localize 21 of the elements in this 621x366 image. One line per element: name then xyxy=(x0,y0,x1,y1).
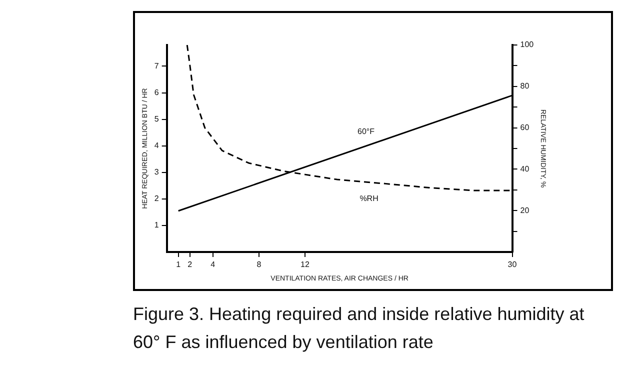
y2-tick-label: 80 xyxy=(520,82,530,91)
y-tick-label: 6 xyxy=(154,88,160,97)
series-label: 60°F xyxy=(358,127,375,136)
series-label: %RH xyxy=(360,194,379,203)
y-tick-label: 2 xyxy=(154,194,160,204)
x-tick-label: 12 xyxy=(300,260,310,270)
y-tick-label: 4 xyxy=(154,141,160,150)
caption: Figure 3. Heating required and inside relative humidity at 60° F as influenced by ventilation rate xyxy=(133,303,586,354)
x-tick-label: 1 xyxy=(176,260,182,270)
x-tick-label: 30 xyxy=(508,260,518,270)
y-tick-label: 5 xyxy=(154,114,160,124)
x-tick-label: 2 xyxy=(188,260,193,270)
y2-tick-label: 60 xyxy=(520,123,530,132)
y-tick-label: 1 xyxy=(154,220,160,230)
x-tick-label: 4 xyxy=(210,260,216,270)
y2-tick-label: 40 xyxy=(520,164,530,174)
x-tick-label: 8 xyxy=(256,260,262,270)
y2-tick-label: 20 xyxy=(520,206,530,215)
y-tick-label: 7 xyxy=(154,61,160,70)
y2-tick-label: 100 xyxy=(520,40,534,50)
y-tick-label: 3 xyxy=(154,168,160,177)
